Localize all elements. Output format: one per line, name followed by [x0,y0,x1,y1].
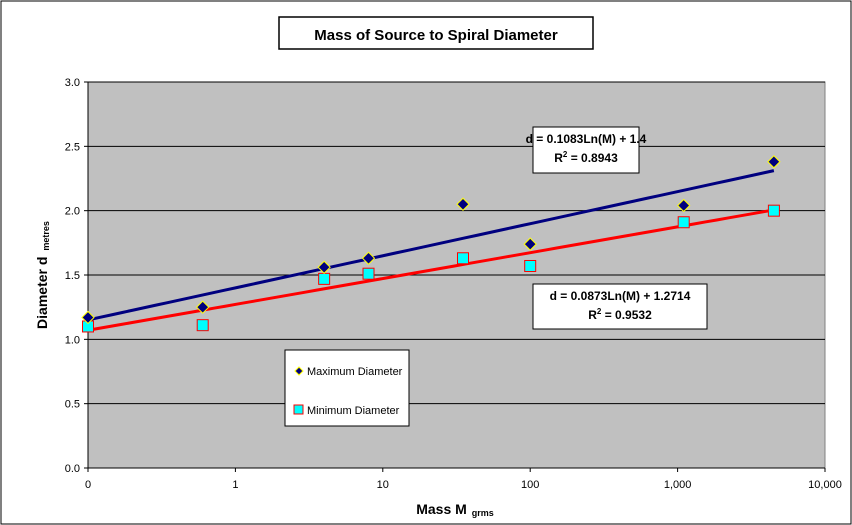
y-axis-label-main: Diameter d [34,257,50,329]
title-box [278,16,594,50]
trend-equation-min: d = 0.0873Ln(M) + 1.2714 [550,289,691,303]
r2-superscript-max: 2 [563,150,568,159]
marker-max [81,310,95,325]
y-axis-label-sub: metres [41,221,51,251]
chart-title: Mass of Source to Spiral Diameter [314,27,558,44]
marker-max [361,251,376,265]
x-tick-label: 1,000 [664,479,692,491]
legend-marker-max [294,366,304,376]
marker-max [317,260,331,274]
r2-superscript-min: 2 [597,307,602,316]
r2-value-min: = 0.9532 [601,308,652,322]
y-tick-label: 1.0 [65,334,80,346]
x-tick-label: 10,000 [808,479,842,491]
marker-max [195,300,210,314]
x-axis-label: Mass M grms [416,501,494,518]
legend-marker-min [293,404,304,415]
x-axis-label-sub: grms [472,508,494,518]
x-axis-label-main: Mass M [416,501,467,517]
x-tick-label: 0 [85,479,91,491]
x-tick-label: 1 [232,479,238,491]
x-tick-label: 10 [377,479,389,491]
y-axis-label: Diameter d metres [34,221,51,329]
marker-min [362,267,375,280]
y-tick-label: 2.5 [65,141,80,153]
y-tick-label: 1.5 [65,270,80,282]
r2-value-max: = 0.8943 [567,151,618,165]
markers [81,155,781,333]
y-tick-label: 0.5 [65,399,80,411]
marker-min [767,204,780,217]
trend-r2-max: R2 = 0.8943 [554,150,618,165]
y-tick-label: 2.0 [65,206,80,218]
marker-min [318,272,331,285]
marker-max [456,197,470,211]
marker-min [196,319,209,332]
x-tick-label: 100 [521,479,539,491]
marker-max [523,237,537,251]
y-tick-label: 0.0 [65,463,80,475]
legend-label-max: Maximum Diameter [307,366,403,378]
trend-r2-min: R2 = 0.9532 [588,307,652,322]
trend-equation-max: d = 0.1083Ln(M) + 1.4 [526,132,647,146]
marker-min [677,216,690,229]
tick-labels: 0.0 0.5 1.0 1.5 2.0 2.5 3.0 0 1 10 100 1,000 10,000 [65,77,842,491]
trend-label-box-max [532,126,640,174]
y-tick-label: 3.0 [65,77,80,89]
marker-max [676,198,691,213]
legend-box [284,349,410,427]
marker-min [456,252,469,265]
trend-label-box-min [532,283,708,330]
marker-max [767,155,781,169]
axes [84,81,826,472]
legend-label-min: Minimum Diameter [307,405,400,417]
marker-min [524,259,537,272]
grid-lines [88,81,825,405]
trendline-max [87,169,775,322]
